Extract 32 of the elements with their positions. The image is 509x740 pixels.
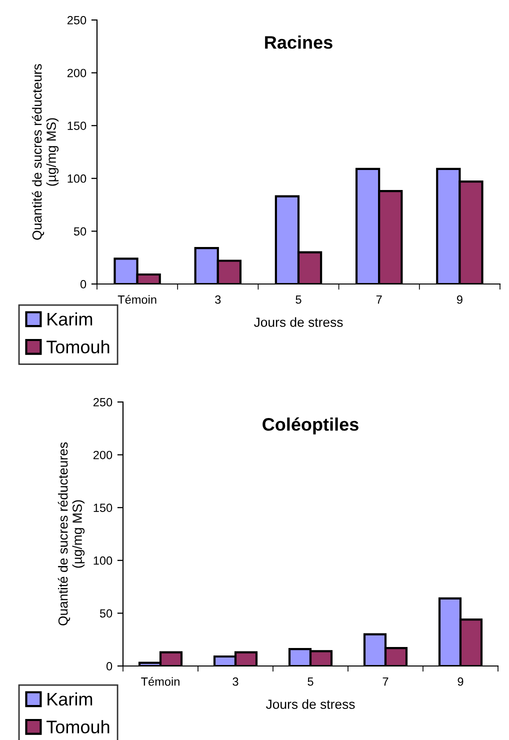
legend-label: Tomouh [46,340,110,354]
y-axis-title: Quantité de sucres réducteurs (µg/mg MS) [32,64,59,240]
y-tick-label: 250 [93,398,112,406]
legend-label: Karim [48,692,92,706]
x-axis-title: Jours de stress [266,699,355,709]
x-tick-label: Témoin [141,676,180,686]
text: Coléoptiles [262,417,358,434]
y-tick-label: 200 [67,68,86,78]
x-tick-label: 5 [296,296,302,304]
x-axis-title: Jours de stress [254,317,343,327]
x-tick-label: 7 [382,678,388,686]
x-tick-label: 7 [376,296,382,304]
x-tick-label: 3 [232,677,238,686]
x-tick-label: Témoin [118,294,156,304]
x-tick-label: 9 [458,677,464,686]
y-axis-title: Quantité de sucres réducteures (µg/mg MS) [58,442,85,626]
legend-label: Tomouh [46,720,110,734]
x-tick-label: 9 [456,295,462,304]
y-tick-label: 0 [106,662,112,670]
y-tick-label: 100 [94,556,112,565]
x-tick-label: 3 [215,295,221,304]
y-tick-label: 150 [68,122,86,130]
legend-label: Karim [48,312,92,326]
y-tick-label: 250 [67,16,86,24]
x-tick-label: 5 [308,678,314,686]
y-tick-label: 100 [68,174,86,183]
y-tick-label: 0 [80,280,86,288]
y-tick-label: 200 [93,450,112,460]
y-tick-label: 50 [74,227,86,236]
y-tick-label: 150 [94,504,112,512]
y-tick-label: 50 [100,609,112,618]
text: Racines [265,36,332,49]
